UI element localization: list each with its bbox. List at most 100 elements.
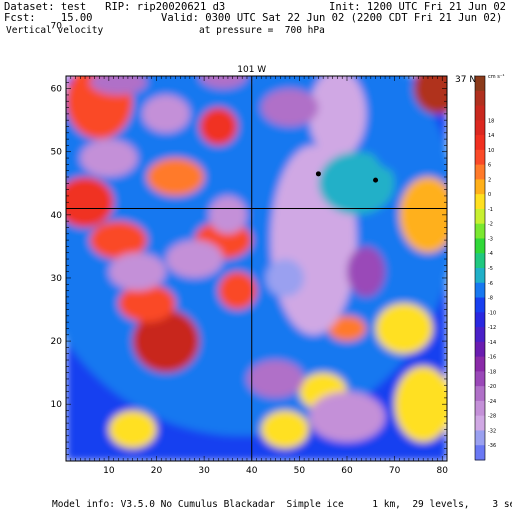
field-cell-28 bbox=[246, 360, 305, 398]
colorbar-label: -12 bbox=[488, 325, 496, 331]
x-tick-label: 10 bbox=[103, 466, 115, 476]
colorbar-label: -16 bbox=[488, 355, 496, 361]
colorbar-swatch bbox=[475, 445, 485, 461]
field-cell-13 bbox=[399, 176, 447, 253]
field-cell-15 bbox=[261, 410, 309, 449]
colorbar-swatch bbox=[475, 268, 485, 284]
colorbar-swatch bbox=[475, 223, 485, 239]
colorbar-swatch bbox=[475, 208, 485, 225]
field-cell-21 bbox=[156, 7, 194, 70]
field-cell-26 bbox=[108, 252, 167, 291]
crosshair-lat-label: 37 N bbox=[455, 75, 476, 85]
colorbar-swatch bbox=[475, 415, 485, 431]
colorbar-label: -10 bbox=[488, 310, 496, 316]
field-cell-29 bbox=[346, 246, 386, 297]
colorbar-swatch bbox=[475, 312, 485, 328]
colorbar-label: -14 bbox=[488, 340, 496, 346]
colorbar-label: -4 bbox=[488, 251, 493, 257]
y-tick-label: 60 bbox=[51, 85, 63, 95]
y-tick-label: 40 bbox=[51, 211, 63, 221]
field-cell-5 bbox=[199, 107, 238, 146]
field-cell-14 bbox=[394, 366, 447, 443]
overlay-layer: 101 W 37 N bbox=[66, 65, 476, 461]
colorbar-label: -5 bbox=[488, 266, 493, 272]
colorbar-layer: 18 14 10 6 2 0 -1 -2 -3 -4 -5 -6 -8 -10 -12 -14 -16 -18 -2… bbox=[474, 74, 504, 461]
x-tick-label: 50 bbox=[294, 466, 306, 476]
field-cell-27 bbox=[308, 391, 386, 443]
colorbar-label: 18 bbox=[488, 118, 494, 124]
colorbar-label: -24 bbox=[488, 399, 496, 405]
field-cell-33 bbox=[318, 151, 395, 215]
y-tick-label: 30 bbox=[51, 274, 63, 284]
x-tick-label: 40 bbox=[246, 466, 258, 476]
field-cell-1 bbox=[66, 76, 133, 140]
colorbar-label: 2 bbox=[488, 177, 491, 183]
colorbar-swatch bbox=[475, 327, 485, 343]
x-tick-label: 70 bbox=[389, 466, 401, 476]
axis-layer: 10 20 30 40 50 60 70 80 10 20 30 40 50 60 70 bbox=[51, 22, 449, 476]
colorbar-label: 0 bbox=[488, 192, 491, 198]
field-cell-6 bbox=[146, 158, 205, 196]
colorbar-label: -2 bbox=[488, 222, 493, 228]
colorbar-swatch bbox=[475, 253, 485, 269]
field-cell-31 bbox=[89, 76, 147, 95]
colorbar-swatch bbox=[475, 76, 485, 92]
field-name: Vertical velocity bbox=[6, 25, 104, 36]
colorbar-label: -36 bbox=[488, 443, 496, 449]
field-cell-30 bbox=[261, 88, 319, 127]
colorbar-swatch bbox=[475, 194, 485, 210]
x-tick-label: 20 bbox=[151, 466, 163, 476]
colorbar-swatch bbox=[475, 238, 485, 254]
colorbar-swatch bbox=[475, 164, 485, 180]
colorbar-swatch bbox=[475, 386, 485, 402]
colorbar-swatch bbox=[475, 341, 485, 358]
pressure-level: at pressure = 700 hPa bbox=[199, 25, 325, 36]
field-cell-17 bbox=[375, 303, 433, 354]
field-layer bbox=[66, 7, 447, 461]
colorbar-swatch bbox=[475, 297, 485, 313]
colorbar-unit: cm s⁻¹ bbox=[488, 74, 504, 80]
field-cell-32 bbox=[199, 76, 247, 89]
colorbar-frame bbox=[474, 75, 486, 461]
colorbar-label: -1 bbox=[488, 207, 493, 213]
dataset-label: Dataset: test RIP: rip20020621 d3 bbox=[4, 1, 226, 13]
colorbar-swatch bbox=[475, 105, 485, 121]
field-cell-8 bbox=[89, 221, 147, 260]
valid-time: Valid: 0300 UTC Sat 22 Jun 02 (2200 CDT … bbox=[161, 12, 503, 24]
colorbar-label: 6 bbox=[488, 163, 491, 169]
y-tick-label: 20 bbox=[51, 337, 63, 347]
field-cell-22 bbox=[142, 94, 190, 133]
model-info: Model info: V3.5.0 No Cumulus Blackadar … bbox=[52, 499, 512, 510]
field-cell-10 bbox=[413, 76, 447, 114]
colorbar-label: -32 bbox=[488, 428, 496, 434]
y-tick-label: 10 bbox=[51, 400, 63, 410]
init-time: Init: 1200 UTC Fri 21 Jun 02 bbox=[329, 1, 507, 13]
colorbar-swatch bbox=[475, 149, 485, 166]
colorbar-swatch bbox=[475, 90, 485, 107]
colorbar-swatch bbox=[475, 430, 485, 446]
field-cell-19 bbox=[308, 76, 367, 159]
colorbar-label: -6 bbox=[488, 281, 493, 287]
field-cell-20 bbox=[266, 259, 305, 297]
colorbar-swatch bbox=[475, 400, 485, 417]
x-tick-label: 60 bbox=[341, 466, 353, 476]
x-tick-label: 80 bbox=[437, 466, 449, 476]
field-cell-3 bbox=[132, 309, 200, 373]
field-cell-9 bbox=[108, 410, 157, 449]
colorbar-label: -3 bbox=[488, 236, 493, 242]
field-cell-23 bbox=[80, 139, 138, 177]
colorbar-swatch bbox=[475, 371, 485, 387]
field-cell-4 bbox=[118, 284, 176, 323]
crosshair-lon-label: 101 W bbox=[237, 65, 266, 75]
field-cell-16 bbox=[218, 271, 257, 310]
field-blobs bbox=[66, 7, 447, 461]
y-tick-label: 50 bbox=[51, 148, 63, 158]
colorbar-swatch bbox=[475, 282, 485, 299]
field-cell-11 bbox=[327, 315, 367, 342]
forecast-hour: Fcst: 15.00 bbox=[4, 12, 93, 24]
colorbar-label: -18 bbox=[488, 369, 496, 375]
field-cell-34 bbox=[370, 107, 419, 171]
field-cell-24 bbox=[166, 240, 224, 278]
station-marker-1 bbox=[373, 177, 379, 183]
